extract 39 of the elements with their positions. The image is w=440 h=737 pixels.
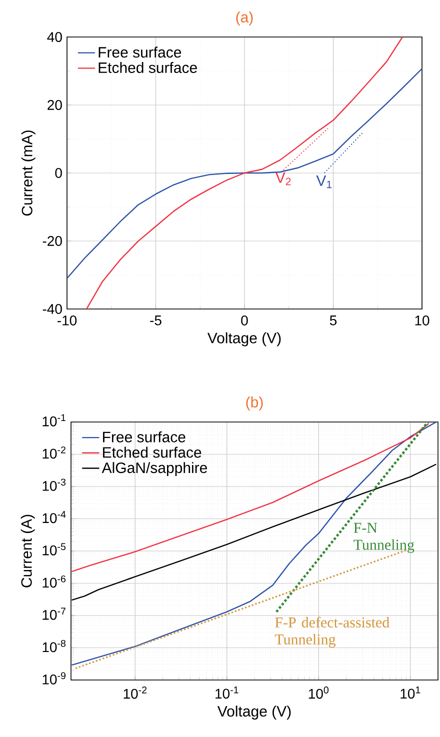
line-series	[86, 37, 404, 309]
y-tick-label: -20	[42, 236, 62, 246]
x-axis-title: Voltage (V)	[217, 706, 291, 720]
x-tick-label: 5	[330, 316, 337, 326]
y-tick-label: 20	[48, 100, 62, 110]
legend-label: Etched surface	[103, 446, 202, 458]
series-label: F-N Tunneling	[354, 522, 414, 553]
x-tick-label: 10$^{1}$	[400, 686, 420, 699]
chart-title: (b)	[246, 396, 263, 410]
legend-label: AlGaN/sapphire	[102, 462, 208, 476]
y-tick-label: 10$^{-8}$	[42, 640, 66, 652]
chart-title: (a)	[236, 11, 253, 26]
y-tick-label: 10$^{-5}$	[42, 543, 66, 556]
x-tick-label: 0	[241, 316, 248, 326]
y-tick-label: 10$^{-7}$	[42, 608, 66, 620]
x-tick-label: 10$^{-1}$	[216, 686, 238, 699]
y-tick-label: 10$^{-6}$	[42, 575, 66, 588]
legend-label: Etched surface	[98, 62, 197, 74]
series-label: V$_{1}$	[316, 175, 332, 188]
y-tick-label: 10$^{-9}$	[42, 672, 66, 684]
y-tick-label: 10$^{-2}$	[42, 446, 66, 459]
y-tick-label: 10$^{-1}$	[42, 414, 66, 426]
y-axis-title: Current (mA)	[21, 130, 36, 216]
series-label: V$_{2}$	[275, 172, 291, 186]
x-axis-title: Voltage (V)	[207, 332, 281, 346]
x-tick-label: 10	[415, 316, 430, 326]
y-tick-label: 10$^{-4}$	[42, 510, 66, 524]
x-tick-label: -5	[150, 316, 162, 326]
x-tick-label: 10$^{-2}$	[124, 686, 147, 699]
y-tick-label: 10$^{-3}$	[42, 478, 66, 491]
legend-label: Free surface	[98, 46, 182, 58]
legend-label: Free surface	[103, 431, 186, 442]
y-tick-label: -40	[42, 304, 62, 314]
y-tick-label: 0	[55, 168, 62, 178]
y-axis-title: Current (A)	[20, 514, 35, 588]
x-tick-label: -10	[58, 316, 77, 326]
series-label: F-P defect-assisted Tunneling	[274, 616, 390, 648]
x-tick-label: 10$^{0}$	[308, 686, 329, 699]
y-tick-label: 40	[47, 32, 62, 42]
